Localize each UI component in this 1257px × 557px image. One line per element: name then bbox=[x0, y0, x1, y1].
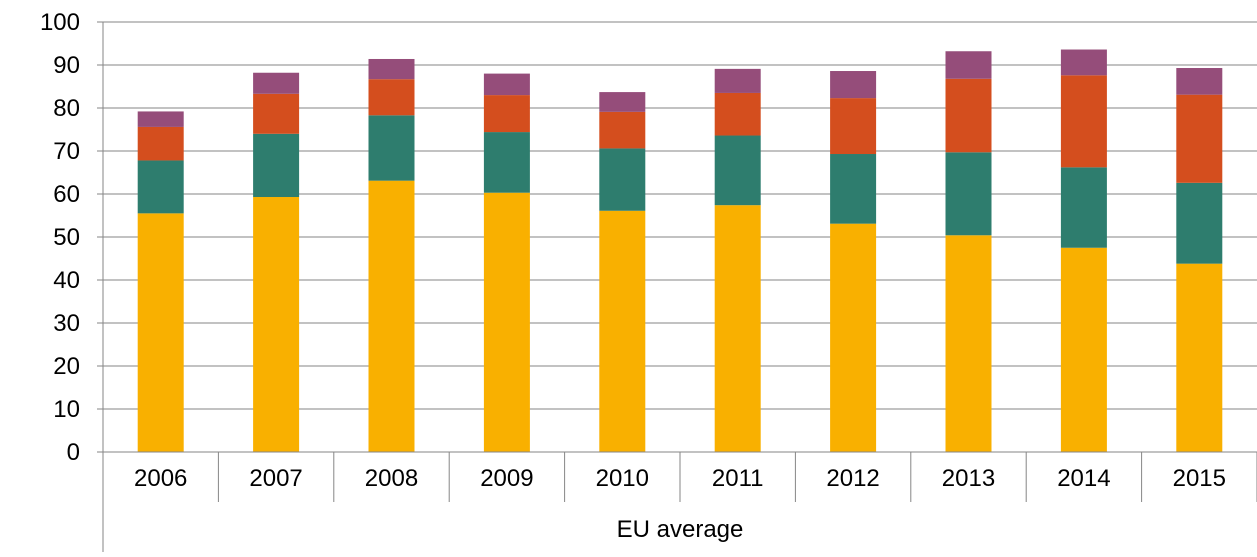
x-tick-label-2009: 2009 bbox=[480, 465, 533, 492]
x-tick-label-2014: 2014 bbox=[1057, 465, 1110, 492]
y-tick-label-70: 70 bbox=[53, 138, 80, 165]
y-tick-label-20: 20 bbox=[53, 353, 80, 380]
x-tick-label-2007: 2007 bbox=[249, 465, 302, 492]
bar-2015-segment-1 bbox=[1176, 263, 1223, 452]
bar-2013-segment-1 bbox=[945, 235, 992, 452]
y-tick-label-40: 40 bbox=[53, 267, 80, 294]
bar-2010-segment-3 bbox=[599, 111, 646, 149]
bar-2010-segment-2 bbox=[599, 148, 646, 211]
x-tick-label-2013: 2013 bbox=[942, 465, 995, 492]
bar-2009-segment-1 bbox=[483, 192, 530, 452]
x-tick-label-2008: 2008 bbox=[365, 465, 418, 492]
bar-2012-segment-1 bbox=[830, 223, 877, 452]
bar-2015-segment-2 bbox=[1176, 182, 1223, 264]
y-tick-label-10: 10 bbox=[53, 396, 80, 423]
bar-2012-segment-4 bbox=[830, 71, 877, 99]
bar-2013-segment-2 bbox=[945, 152, 992, 236]
bar-2007-segment-1 bbox=[253, 197, 300, 452]
bar-2009-segment-3 bbox=[483, 95, 530, 133]
bar-2011-segment-4 bbox=[714, 68, 761, 93]
axes bbox=[97, 21, 1257, 552]
x-tick-label-2006: 2006 bbox=[134, 465, 187, 492]
bar-2015-segment-4 bbox=[1176, 68, 1223, 95]
bar-2015-segment-3 bbox=[1176, 94, 1223, 183]
x-tick-label-2011: 2011 bbox=[712, 465, 764, 492]
x-tick-label-2010: 2010 bbox=[596, 465, 649, 492]
bar-2008-segment-3 bbox=[368, 79, 415, 116]
x-tick-label-2015: 2015 bbox=[1173, 465, 1226, 492]
y-tick-label-30: 30 bbox=[53, 310, 80, 337]
bar-2012-segment-2 bbox=[830, 154, 877, 224]
bar-2013-segment-4 bbox=[945, 51, 992, 79]
bar-2011-segment-3 bbox=[714, 92, 761, 136]
bar-2007-segment-4 bbox=[253, 72, 300, 94]
y-tick-label-60: 60 bbox=[53, 181, 80, 208]
bar-2013-segment-3 bbox=[945, 78, 992, 153]
bar-2014-segment-4 bbox=[1060, 49, 1107, 76]
bar-2007-segment-3 bbox=[253, 93, 300, 134]
bar-2006-segment-2 bbox=[137, 160, 184, 214]
bar-2006-segment-1 bbox=[137, 213, 184, 452]
bar-2008-segment-4 bbox=[368, 58, 415, 80]
bar-2014-segment-3 bbox=[1060, 75, 1107, 168]
bar-2006-segment-3 bbox=[137, 126, 184, 161]
bar-2010-segment-4 bbox=[599, 92, 646, 112]
x-group-label: EU average bbox=[617, 516, 744, 543]
bar-2009-segment-4 bbox=[483, 73, 530, 96]
bar-2010-segment-1 bbox=[599, 210, 646, 452]
y-tick-label-90: 90 bbox=[53, 52, 80, 79]
bars bbox=[137, 49, 1223, 453]
bar-2007-segment-2 bbox=[253, 133, 300, 198]
y-tick-label-80: 80 bbox=[53, 95, 80, 122]
y-tick-label-100: 100 bbox=[40, 9, 80, 36]
y-tick-labels: 0 10 20 30 40 50 60 70 80 90 100 bbox=[40, 9, 80, 466]
bar-2008-segment-2 bbox=[368, 115, 415, 181]
bar-2006-segment-4 bbox=[137, 111, 184, 127]
bar-2011-segment-1 bbox=[714, 205, 761, 452]
bar-2011-segment-2 bbox=[714, 135, 761, 206]
x-tick-labels: 2006 2007 2008 2009 2010 2011 2012 2013 2014 2015 bbox=[134, 465, 1226, 492]
y-tick-label-0: 0 bbox=[67, 439, 80, 466]
bar-2008-segment-1 bbox=[368, 180, 415, 453]
x-tick-label-2012: 2012 bbox=[826, 465, 879, 492]
bar-2014-segment-1 bbox=[1060, 247, 1107, 452]
bar-2009-segment-2 bbox=[483, 132, 530, 193]
bar-2012-segment-3 bbox=[830, 98, 877, 155]
y-tick-label-50: 50 bbox=[53, 224, 80, 251]
bar-2014-segment-2 bbox=[1060, 167, 1107, 248]
